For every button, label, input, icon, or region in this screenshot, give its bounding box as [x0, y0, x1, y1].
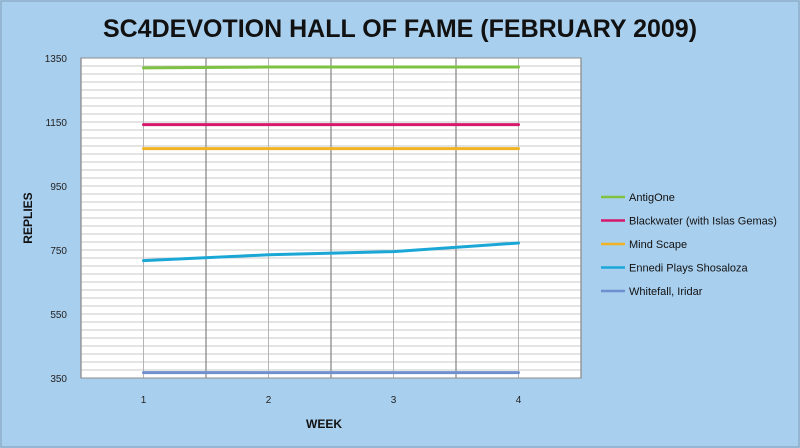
series-line-antigone — [142, 65, 520, 70]
y-tick-label: 950 — [50, 182, 67, 193]
y-axis-title: REPLIES — [21, 192, 35, 243]
x-axis-title: WEEK — [306, 417, 342, 431]
legend-label: Whitefall, Iridar — [629, 286, 703, 298]
legend-label: Mind Scape — [629, 239, 687, 251]
legend-label: Blackwater (with Islas Gemas) — [629, 216, 777, 228]
x-axis-ticks: 1 2 3 4 — [141, 395, 522, 406]
x-tick-label: 3 — [391, 395, 397, 406]
x-tick-label: 2 — [266, 395, 272, 406]
x-tick-label: 4 — [516, 395, 522, 406]
y-tick-label: 750 — [50, 246, 67, 257]
legend-label: Ennedi Plays Shosaloza — [629, 263, 749, 275]
gridlines — [80, 57, 582, 379]
series-line-ennedi-plays-shosaloza — [142, 241, 520, 263]
y-tick-label: 1150 — [45, 118, 67, 129]
legend: AntigOne Blackwater (with Islas Gemas) Min… — [601, 192, 777, 298]
y-axis-ticks: 350 550 750 950 1150 1350 — [45, 54, 68, 385]
y-tick-label: 1350 — [45, 54, 68, 65]
plot-border — [80, 57, 582, 379]
series-lines — [142, 65, 520, 375]
legend-label: AntigOne — [629, 192, 675, 204]
x-tick-label: 1 — [141, 395, 147, 406]
y-tick-label: 350 — [50, 374, 67, 385]
chart-title: SC4DEVOTION HALL OF FAME (FEBRUARY 2009) — [103, 15, 697, 43]
y-tick-label: 550 — [50, 310, 67, 321]
